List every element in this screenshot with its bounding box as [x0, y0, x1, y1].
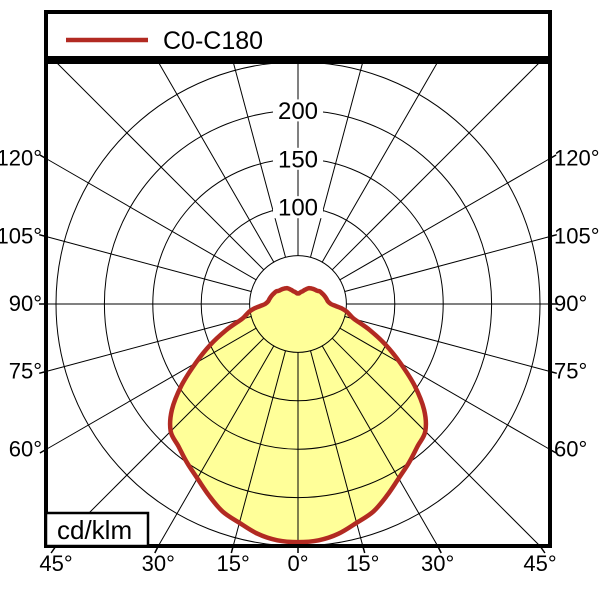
- angle-label-left: 120°: [0, 146, 42, 171]
- angle-tick-left: [39, 370, 47, 375]
- intensity-curve-c0-c180: [167, 285, 429, 545]
- angle-label-bottom: 30°: [421, 551, 454, 576]
- radial-tick-label-bg: [273, 147, 323, 170]
- grid-spoke: [331, 61, 541, 271]
- grid-spoke: [344, 236, 551, 292]
- grid-spoke: [339, 327, 551, 450]
- angle-label-bottom: 45°: [523, 551, 556, 576]
- angle-label-bottom: 15°: [217, 551, 250, 576]
- legend-box: [44, 10, 552, 60]
- angle-tick-bottom: [230, 545, 234, 554]
- angle-label-bottom: 15°: [346, 551, 379, 576]
- angle-tick-left: [39, 154, 47, 160]
- grid-spoke: [45, 158, 257, 281]
- grid-spoke: [157, 61, 275, 263]
- grid-spoke: [310, 61, 364, 258]
- grid-spoke: [321, 345, 439, 547]
- grid-spoke: [157, 345, 275, 547]
- angle-label-left: 60°: [9, 437, 42, 462]
- radial-tick-label: 150: [278, 146, 318, 173]
- grid-spoke: [331, 337, 541, 547]
- grid-spoke: [55, 61, 265, 271]
- radial-tick-label-bg: [273, 196, 323, 219]
- angle-label-left: 90°: [9, 291, 42, 316]
- angle-tick-left: [39, 233, 47, 238]
- angle-tick-right: [549, 233, 557, 238]
- grid-spoke: [45, 236, 252, 292]
- angle-label-right: 60°: [554, 437, 587, 462]
- angle-label-left: 75°: [9, 359, 42, 384]
- radial-tick-label-bg: [273, 99, 323, 122]
- grid-spoke: [321, 61, 439, 263]
- angle-tick-bottom: [362, 545, 366, 554]
- radial-tick-label: 100: [278, 195, 318, 222]
- angle-label-right: 90°: [554, 291, 587, 316]
- angle-label-right: 75°: [554, 359, 587, 384]
- grid-spoke: [55, 337, 265, 547]
- angle-tick-right: [549, 448, 557, 454]
- angle-tick-bottom: [154, 545, 159, 554]
- axis-labels-layer: 100 150 200 120° 120° 105° 105° 90° 90° 75° 75° 60°…: [0, 98, 600, 576]
- grid-spoke: [310, 350, 364, 547]
- units-label: cd/klm: [57, 515, 132, 545]
- intensity-curve-stroke-layer: [167, 285, 429, 545]
- angle-label-right: 105°: [554, 224, 600, 249]
- grid-spoke: [339, 158, 551, 281]
- angle-label-right: 120°: [554, 146, 600, 171]
- angle-tick-bottom: [437, 545, 442, 554]
- angle-tick-left: [39, 448, 47, 454]
- grid-spoke: [344, 316, 551, 372]
- angle-tick-bottom: [539, 545, 546, 554]
- units-box: [44, 511, 150, 548]
- angle-label-bottom: 45°: [39, 551, 72, 576]
- angle-tick-right: [549, 154, 557, 160]
- grid-spoke: [45, 316, 252, 372]
- legend-label: C0-C180: [163, 27, 263, 55]
- grid-spoke: [232, 61, 286, 258]
- grid-spoke: [45, 327, 257, 450]
- polar-grid: [45, 61, 551, 547]
- angle-tick-right: [549, 370, 557, 375]
- angle-label-bottom: 30°: [142, 551, 175, 576]
- radial-tick-label: 200: [278, 98, 318, 125]
- grid-spoke: [232, 350, 286, 547]
- angle-label-left: 105°: [0, 224, 42, 249]
- angle-label-bottom: 0°: [287, 551, 308, 576]
